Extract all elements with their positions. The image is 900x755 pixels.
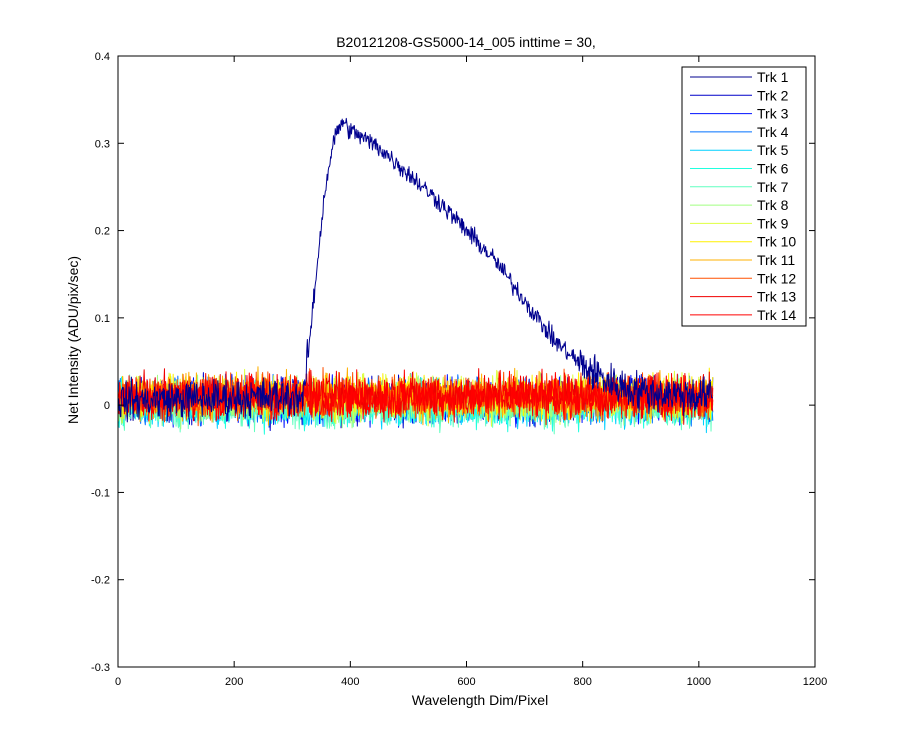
y-tick-label: 0.3 (95, 138, 110, 150)
x-tick-label: 1200 (803, 676, 827, 688)
y-axis-label: Net Intensity (ADU/pix/sec) (65, 256, 81, 424)
x-tick-label: 600 (457, 676, 475, 688)
legend-label-trk-2: Trk 2 (757, 87, 789, 103)
legend-label-trk-12: Trk 12 (757, 270, 796, 286)
series-line-trk-1 (118, 117, 714, 423)
x-tick-label: 800 (573, 676, 591, 688)
y-tick-label: 0.1 (95, 313, 110, 325)
y-tick-label: 0 (104, 400, 110, 412)
legend-label-trk-5: Trk 5 (757, 142, 789, 158)
y-tick-label: -0.1 (91, 487, 110, 499)
legend-box (681, 66, 807, 327)
legend: Trk 1 Trk 2 Trk 3 Trk 4 Trk 5 Trk 6 Trk 7 Trk 8… (681, 66, 807, 327)
legend-label-trk-9: Trk 9 (757, 215, 789, 231)
y-tick-label: -0.3 (91, 662, 110, 674)
legend-label-trk-8: Trk 8 (757, 197, 789, 213)
legend-label-trk-14: Trk 14 (757, 307, 796, 323)
ticks-layer: 0 200 400 600 800 1000 1200 -0.3 -0.2 -0.1 0 0.1 0.2… (91, 51, 827, 688)
x-tick-label: 0 (115, 676, 121, 688)
legend-label-trk-6: Trk 6 (757, 161, 789, 177)
legend-label-trk-13: Trk 13 (757, 289, 796, 305)
y-tick-label: 0.4 (95, 51, 110, 63)
legend-label-trk-10: Trk 10 (757, 234, 796, 250)
x-tick-label: 200 (225, 676, 243, 688)
legend-label-trk-11: Trk 11 (757, 252, 795, 268)
x-axis-label: Wavelength Dim/Pixel (412, 692, 548, 708)
y-tick-label: -0.2 (91, 575, 110, 587)
legend-label-trk-1: Trk 1 (757, 69, 789, 85)
y-tick-label: 0.2 (95, 226, 110, 238)
legend-label-trk-4: Trk 4 (757, 124, 789, 140)
legend-label-trk-7: Trk 7 (757, 179, 789, 195)
x-tick-label: 400 (341, 676, 359, 688)
x-tick-label: 1000 (687, 676, 711, 688)
series-layer (118, 117, 714, 435)
chart-title: B20121208-GS5000-14_005 inttime = 30, (336, 34, 596, 50)
legend-label-trk-3: Trk 3 (757, 106, 789, 122)
